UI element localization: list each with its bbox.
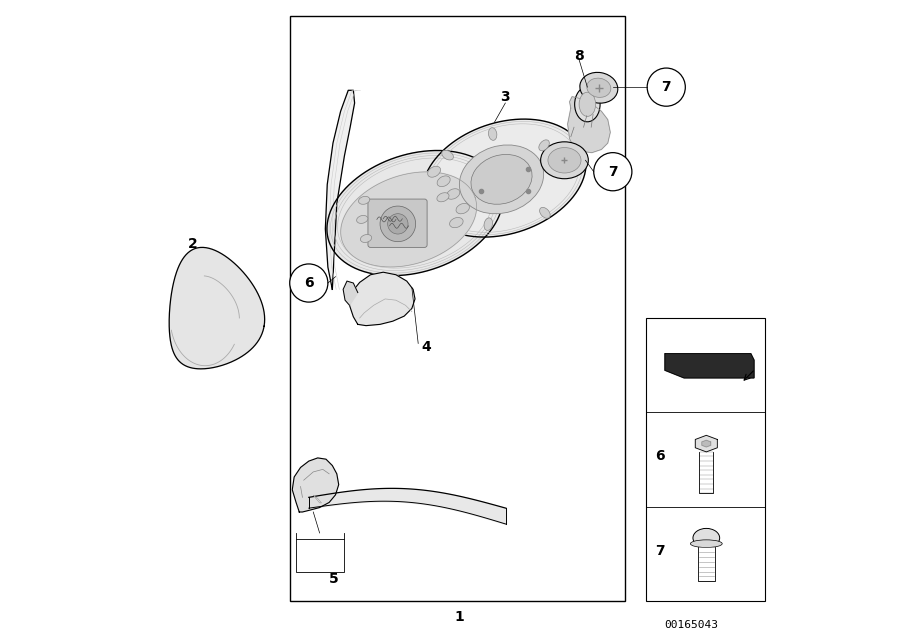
Ellipse shape xyxy=(540,207,550,218)
Ellipse shape xyxy=(489,128,497,141)
Circle shape xyxy=(647,68,685,106)
Polygon shape xyxy=(169,247,265,369)
Circle shape xyxy=(388,214,408,234)
FancyBboxPatch shape xyxy=(368,199,428,247)
Polygon shape xyxy=(327,151,503,275)
Bar xyxy=(296,539,344,572)
Ellipse shape xyxy=(575,86,600,121)
Polygon shape xyxy=(292,458,338,512)
Polygon shape xyxy=(665,354,754,378)
Text: 4: 4 xyxy=(421,340,431,354)
Ellipse shape xyxy=(541,142,589,179)
Text: 1: 1 xyxy=(454,610,464,624)
Ellipse shape xyxy=(548,148,581,173)
Ellipse shape xyxy=(690,540,722,548)
Text: 00165043: 00165043 xyxy=(665,619,719,630)
Bar xyxy=(290,16,625,601)
Ellipse shape xyxy=(471,155,532,204)
Ellipse shape xyxy=(456,204,470,214)
Circle shape xyxy=(380,206,416,242)
Text: 7: 7 xyxy=(662,80,671,94)
Ellipse shape xyxy=(579,92,596,116)
Text: 7: 7 xyxy=(608,165,617,179)
Ellipse shape xyxy=(587,78,611,97)
Text: 8: 8 xyxy=(574,49,584,63)
Ellipse shape xyxy=(437,176,450,186)
Polygon shape xyxy=(325,90,355,289)
Text: 7: 7 xyxy=(655,544,665,558)
Ellipse shape xyxy=(356,216,368,223)
Text: 5: 5 xyxy=(329,572,339,586)
Ellipse shape xyxy=(446,189,460,199)
Polygon shape xyxy=(568,97,610,153)
Polygon shape xyxy=(341,172,477,267)
Ellipse shape xyxy=(580,73,617,103)
Ellipse shape xyxy=(428,166,440,177)
Text: 6: 6 xyxy=(304,276,313,290)
Polygon shape xyxy=(343,281,358,305)
Ellipse shape xyxy=(442,150,454,160)
Circle shape xyxy=(290,264,328,302)
Ellipse shape xyxy=(484,218,492,230)
Text: 3: 3 xyxy=(500,90,510,104)
Ellipse shape xyxy=(436,193,449,202)
Circle shape xyxy=(594,153,632,191)
Ellipse shape xyxy=(693,529,720,548)
Text: 2: 2 xyxy=(188,237,198,251)
Polygon shape xyxy=(702,440,711,447)
Polygon shape xyxy=(422,119,586,237)
Ellipse shape xyxy=(459,145,544,214)
Polygon shape xyxy=(696,435,717,452)
Ellipse shape xyxy=(539,140,549,151)
Bar xyxy=(646,318,765,601)
Ellipse shape xyxy=(360,235,372,242)
Ellipse shape xyxy=(358,197,370,204)
Ellipse shape xyxy=(450,218,464,228)
Text: 6: 6 xyxy=(655,449,665,464)
Polygon shape xyxy=(349,272,415,326)
